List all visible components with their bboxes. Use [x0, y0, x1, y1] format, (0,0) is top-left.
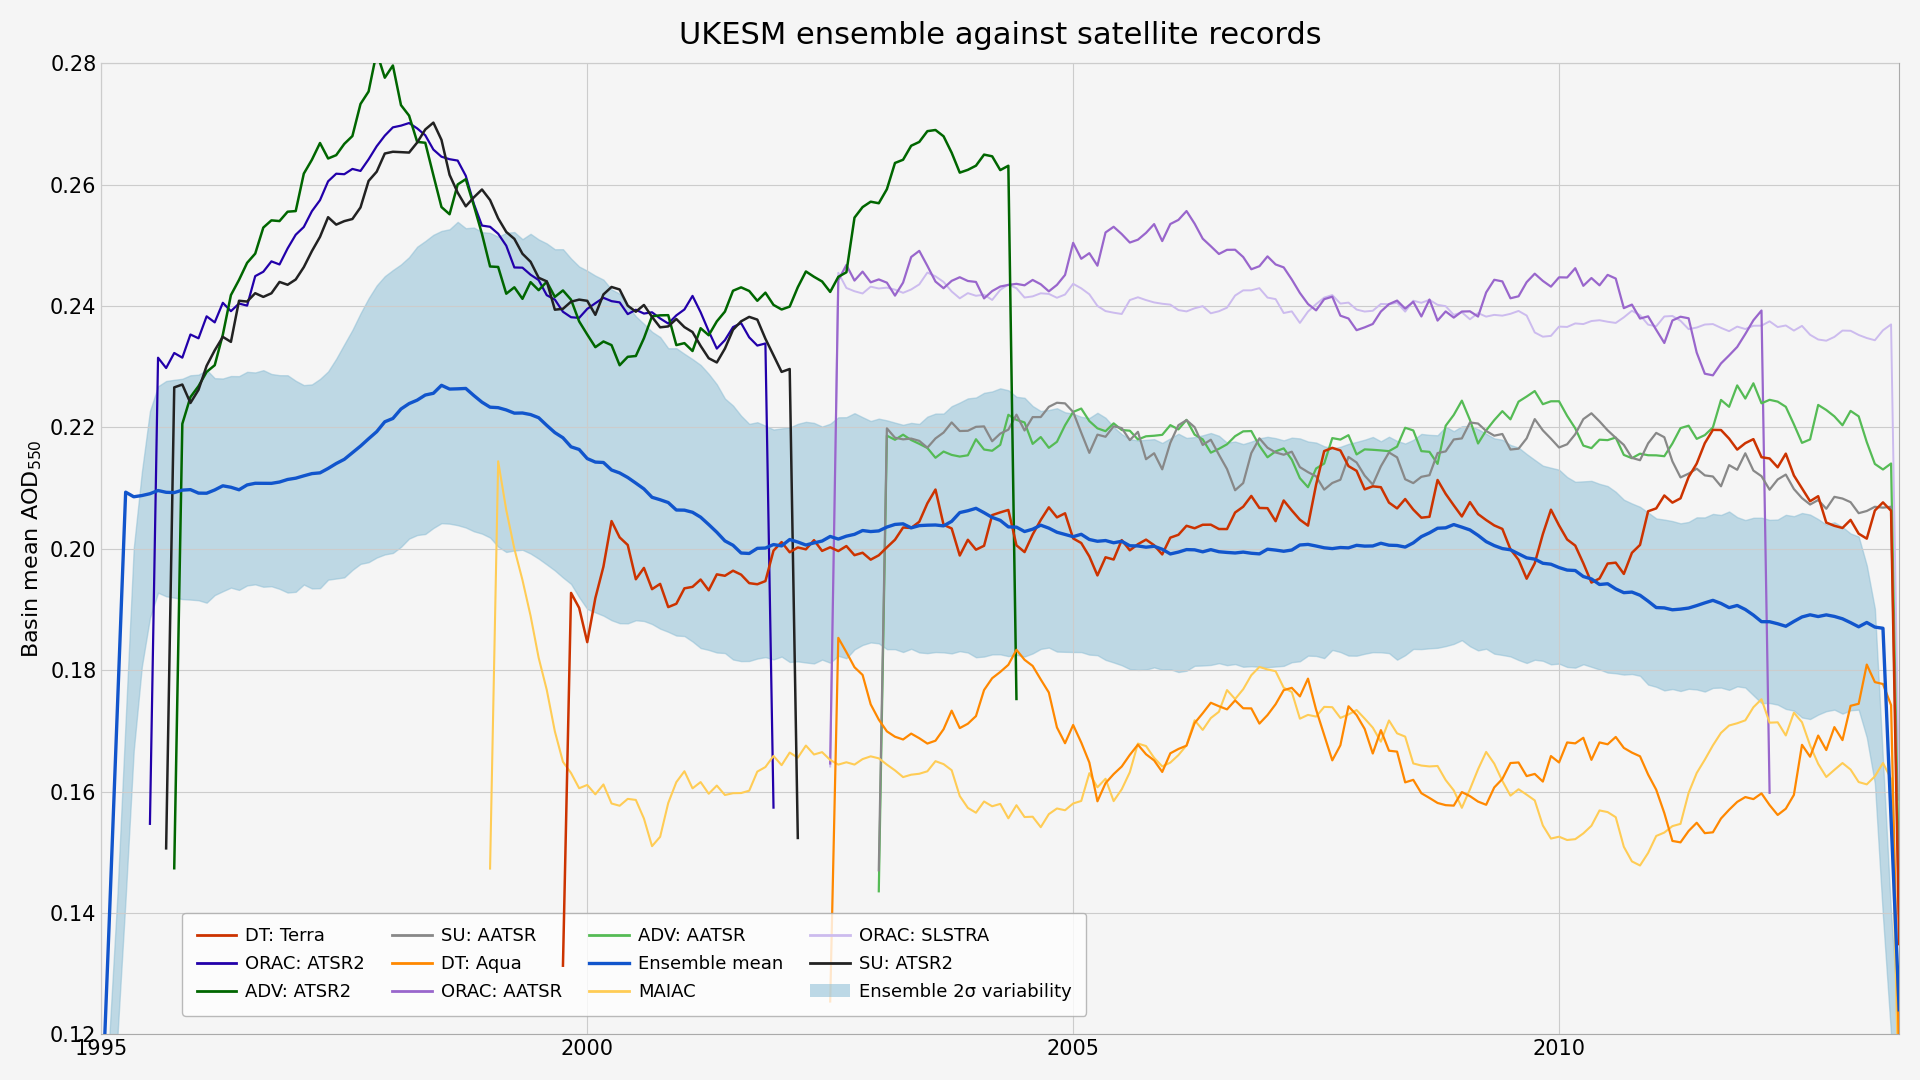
Y-axis label: Basin mean AOD$_{550}$: Basin mean AOD$_{550}$: [21, 440, 44, 658]
Legend: DT: Terra, ORAC: ATSR2, ADV: ATSR2, SU: AATSR, DT: Aqua, ORAC: AATSR, ADV: AATSR: DT: Terra, ORAC: ATSR2, ADV: ATSR2, SU: …: [182, 913, 1087, 1015]
Title: UKESM ensemble against satellite records: UKESM ensemble against satellite records: [680, 21, 1321, 50]
